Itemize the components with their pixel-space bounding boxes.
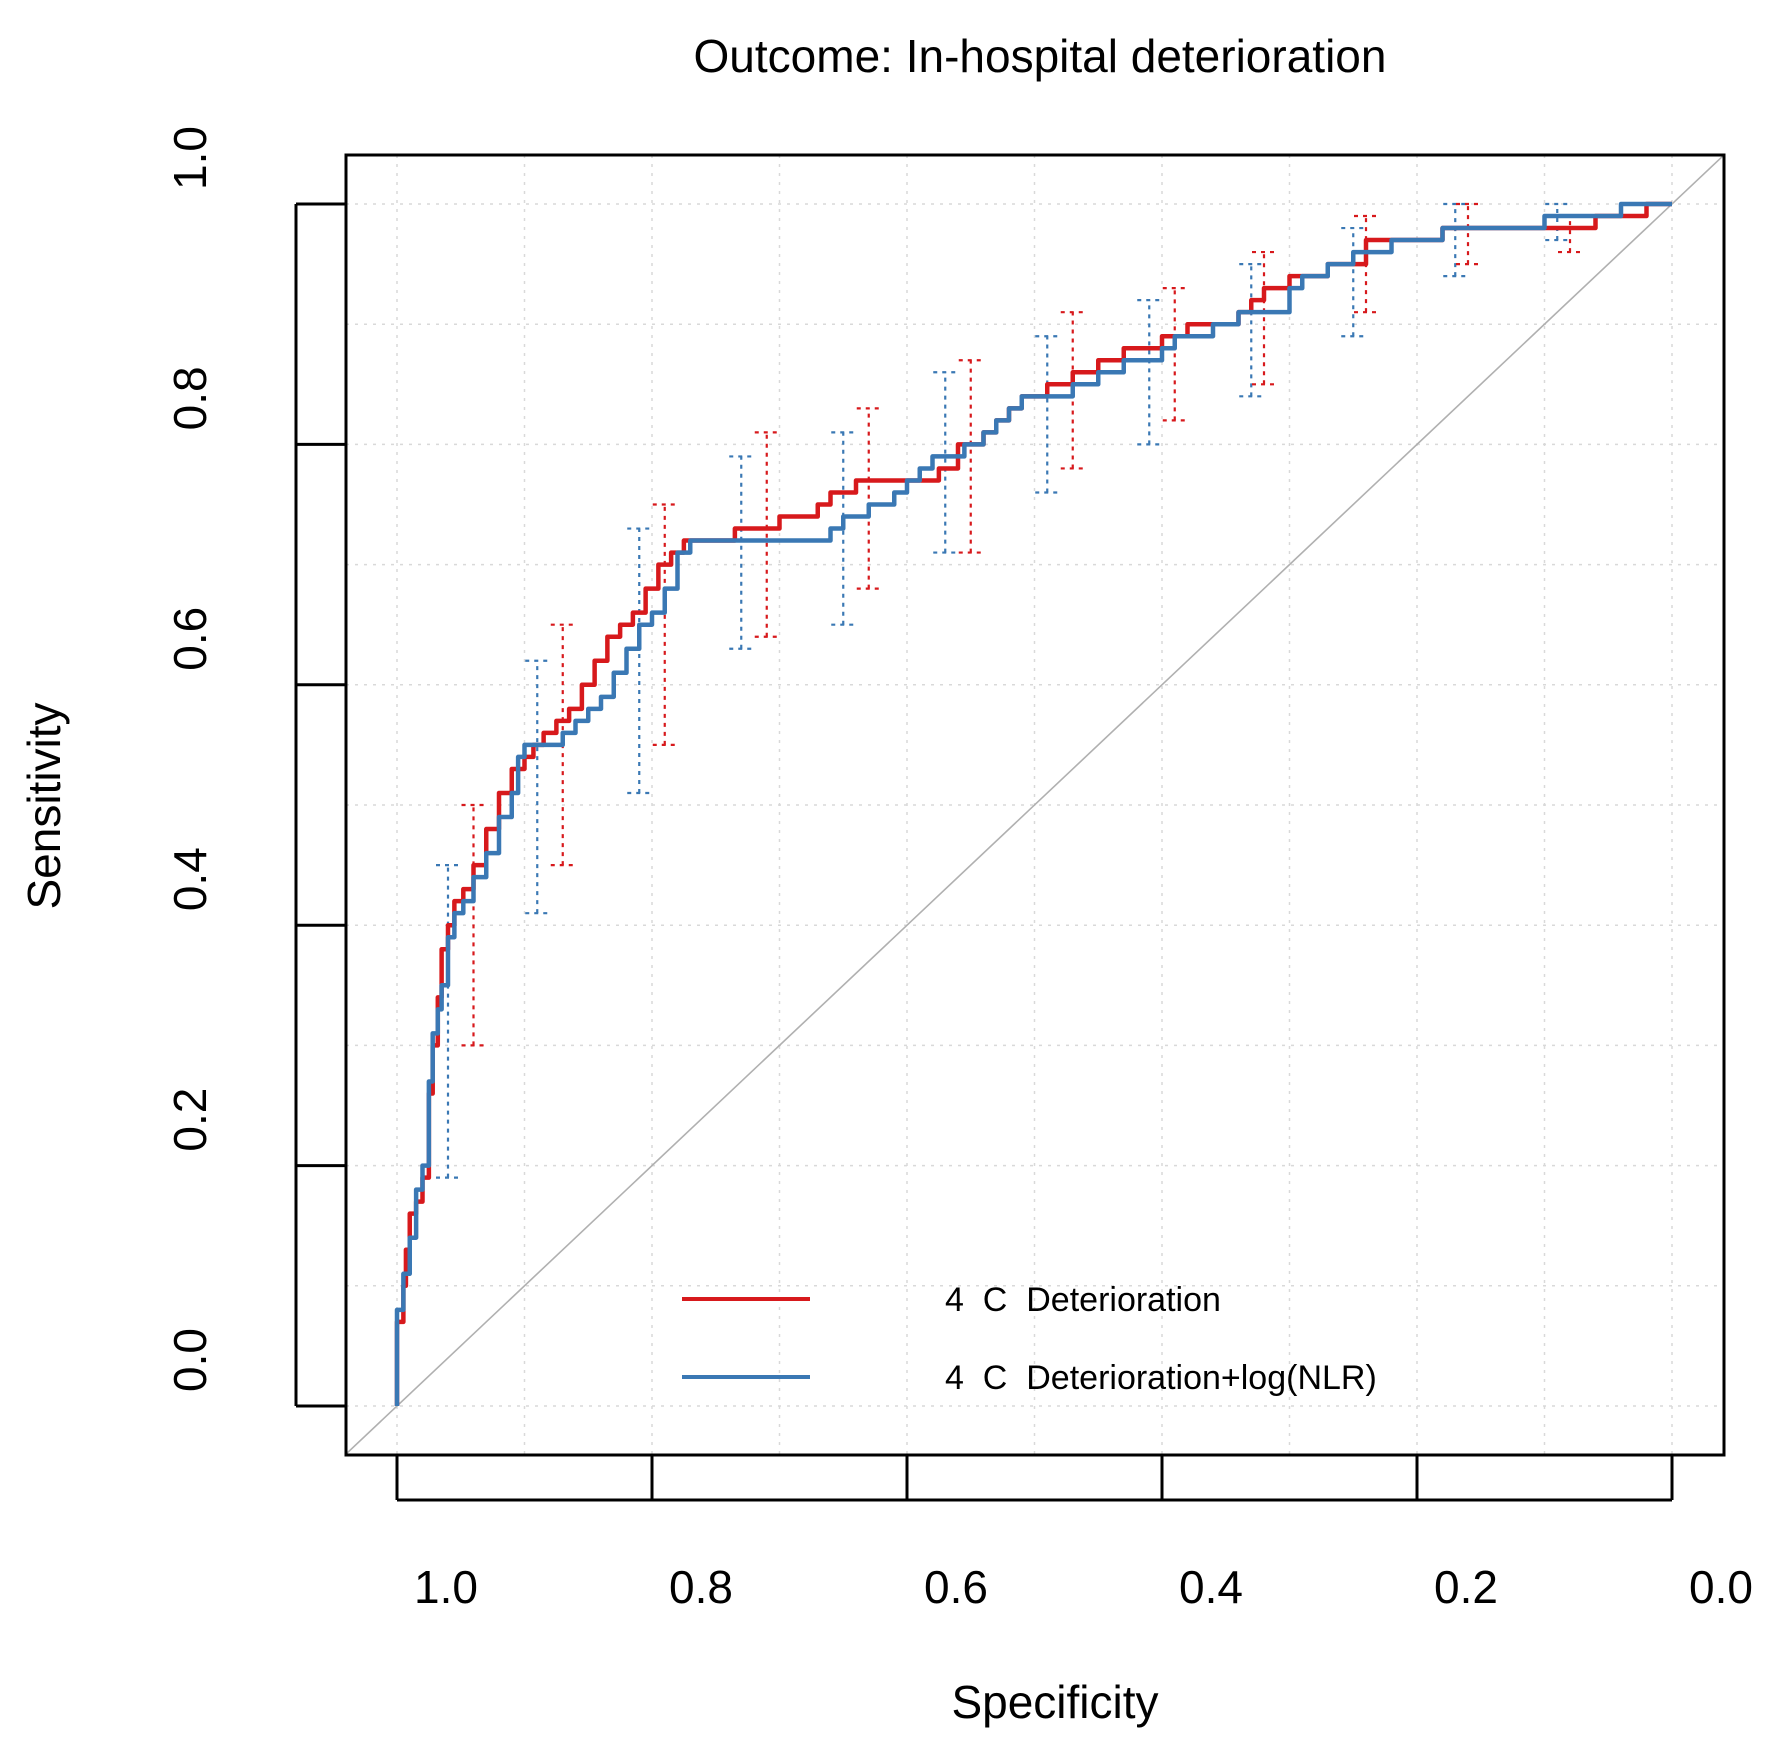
axes: 1.0 0.8 0.6 0.4 0.2 0.0 0.0 0.2 0.4 0.6 0.8 1.0 — [164, 126, 1753, 1613]
y-tick-label: 0.4 — [164, 847, 216, 911]
x-tick-label: 0.4 — [1179, 1561, 1243, 1613]
reference-diagonal — [345, 154, 1725, 1455]
x-tick-label: 0.8 — [669, 1561, 733, 1613]
y-tick-label: 0.0 — [164, 1328, 216, 1392]
roc-curve-0 — [394, 201, 1672, 1406]
chart-title: Outcome: In-hospital deterioration — [694, 30, 1387, 82]
y-tick-label: 1.0 — [164, 126, 216, 190]
roc-curve-1 — [394, 201, 1672, 1406]
y-tick-label: 0.8 — [164, 366, 216, 430]
y-tick-label: 0.6 — [164, 607, 216, 671]
x-tick-label: 0.2 — [1434, 1561, 1498, 1613]
legend: 4 C Deterioration 4 C Deterioration+log(… — [682, 1281, 1377, 1397]
legend-label-deterioration-nlr: 4 C Deterioration+log(NLR) — [945, 1359, 1377, 1397]
legend-label-deterioration: 4 C Deterioration — [945, 1281, 1221, 1319]
y-axis-label: Sensitivity — [18, 702, 70, 909]
x-tick-label: 0.6 — [924, 1561, 988, 1613]
x-axis-label: Specificity — [951, 1676, 1158, 1728]
plot-frame — [344, 153, 1726, 1457]
roc-curves — [394, 201, 1672, 1406]
x-tick-label: 1.0 — [414, 1561, 478, 1613]
x-tick-label: 0.0 — [1689, 1561, 1753, 1613]
grid — [346, 155, 1724, 1455]
y-tick-label: 0.2 — [164, 1088, 216, 1152]
